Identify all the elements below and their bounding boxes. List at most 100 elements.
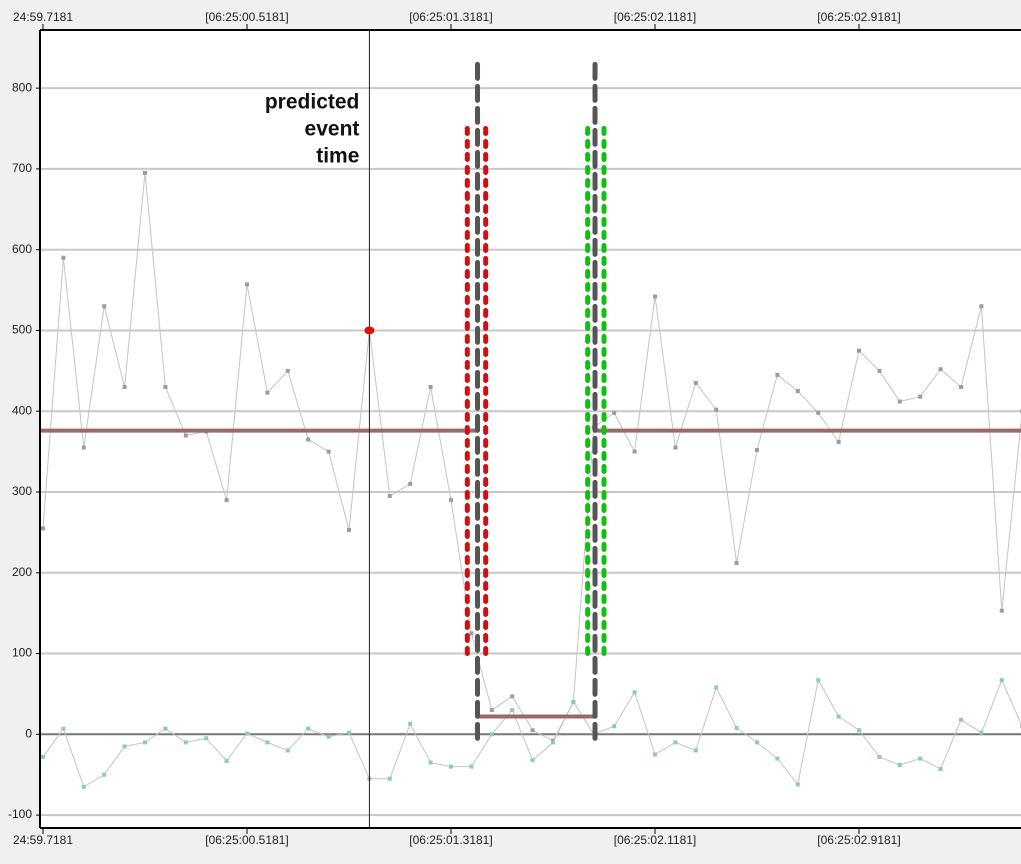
point [224,498,229,503]
y-tick-label: 700 [12,161,32,175]
point [938,767,943,772]
point [693,380,698,385]
point [183,740,188,745]
point [755,740,759,745]
point [347,527,351,532]
point [143,170,147,175]
point [326,449,331,454]
point [449,764,453,769]
event-label: event [305,118,360,141]
y-tick-label: 0 [25,726,32,740]
y-tick-label: -100 [8,807,32,821]
point [143,740,147,745]
point [41,754,45,759]
point [999,678,1004,683]
point [795,389,800,394]
point [224,758,229,763]
point [81,784,86,789]
point [285,748,290,753]
point [428,760,433,765]
point [714,407,719,412]
point [61,726,66,731]
point [408,481,413,486]
point [428,385,433,389]
point [836,714,841,719]
point [163,726,168,731]
point [510,694,515,699]
point [795,782,800,787]
point [510,708,515,713]
point [877,754,882,759]
x-tick-label-top: [06:25:01.3181] [409,10,492,24]
point [897,763,902,767]
point [204,736,209,741]
point [632,690,637,695]
point [102,304,107,309]
point [489,708,494,713]
point [857,728,861,733]
point [102,772,107,777]
point [163,385,168,389]
x-tick-label-bottom: [06:25:02.9181] [817,833,900,847]
point [959,717,963,722]
point [836,439,841,444]
point [755,448,759,452]
event-point [364,326,375,335]
x-tick-label-bottom: [06:25:02.1181] [614,833,697,847]
point [245,282,249,287]
point [306,437,311,442]
y-tick-label: 300 [12,484,32,498]
y-tick-label: 100 [12,646,32,660]
point [775,756,780,761]
point [245,731,249,736]
point [612,724,617,729]
point [265,740,270,745]
point [81,445,86,450]
x-tick-label-top: [06:25:02.1181] [614,10,697,24]
point [612,410,617,415]
point [775,372,780,377]
point [408,721,413,726]
x-tick-label-bottom: [06:25:01.3181] [409,833,492,847]
point [938,367,943,372]
x-tick-label-top: 24:59.7181 [13,10,73,24]
point [265,390,270,395]
y-tick-label: 500 [12,323,32,337]
point [918,394,923,399]
point [387,494,392,499]
point [306,726,311,731]
x-tick-label-top: [06:25:00.5181] [205,10,288,24]
point [285,368,290,373]
x-tick-label-top: [06:25:02.9181] [817,10,900,24]
y-tick-label: 400 [12,403,32,417]
y-tick-label: 800 [12,80,32,94]
point [571,700,576,704]
point [918,756,923,761]
point [897,399,902,404]
point [530,758,535,763]
point [347,730,351,735]
point [734,725,739,730]
point [693,748,698,753]
point [122,744,127,749]
axes: -100 0 100 200 300 400 500 600 700 800 24:59.7181 2… [8,10,901,847]
point [469,764,474,769]
point [61,255,66,260]
point [979,304,984,309]
point [673,445,678,450]
point [857,348,861,353]
y-tick-label: 600 [12,242,32,256]
plot [40,30,1021,828]
point [469,631,474,636]
point [449,498,453,503]
point [653,294,657,299]
point [122,385,127,389]
point [183,433,188,438]
point [632,449,637,454]
point [530,728,535,733]
point [816,410,821,415]
point [816,678,821,683]
y-tick-label: 200 [12,565,32,579]
point [41,526,45,531]
